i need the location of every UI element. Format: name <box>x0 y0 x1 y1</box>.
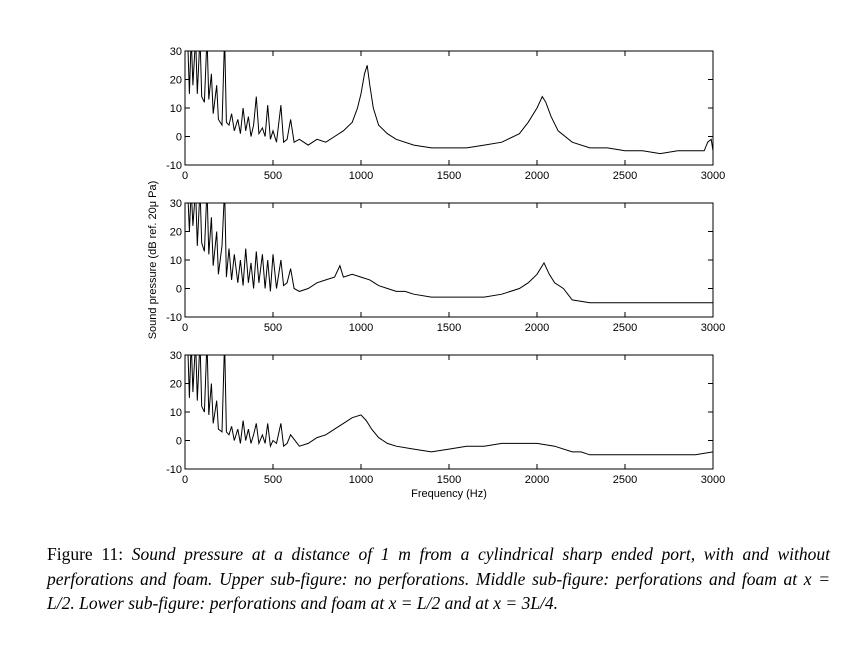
y-tick-label: 10 <box>170 255 182 267</box>
x-tick-label: 1000 <box>349 170 373 182</box>
y-tick-label: 20 <box>170 379 182 391</box>
plot-frame <box>184 50 714 166</box>
y-tick-label: 0 <box>176 284 182 296</box>
x-tick-label: 2000 <box>525 170 549 182</box>
caption-label: Figure 11: <box>47 544 124 564</box>
caption: Figure 11: Sound pressure at a distance … <box>47 542 830 616</box>
y-tick-label: 0 <box>176 436 182 448</box>
y-tick-label: 30 <box>170 350 182 362</box>
x-tick-label: 3000 <box>701 170 725 182</box>
data-line <box>185 51 713 155</box>
x-tick-label: 1500 <box>437 322 461 334</box>
y-tick-label: 30 <box>170 198 182 210</box>
x-tick-label: 0 <box>182 474 188 486</box>
x-tick-label: 1500 <box>437 474 461 486</box>
x-tick-label: 500 <box>264 322 282 334</box>
x-tick-label: 500 <box>264 474 282 486</box>
x-tick-label: 1500 <box>437 170 461 182</box>
x-tick-label: 0 <box>182 322 188 334</box>
y-tick-label: -10 <box>166 160 182 172</box>
x-tick-label: 2500 <box>613 322 637 334</box>
x-tick-label: 1000 <box>349 322 373 334</box>
y-tick-label: 10 <box>170 103 182 115</box>
x-axis-label: Frequency (Hz) <box>411 488 487 500</box>
x-tick-label: 3000 <box>701 322 725 334</box>
x-tick-label: 3000 <box>701 474 725 486</box>
caption-text: Sound pressure at a distance of 1 m from… <box>47 544 830 613</box>
x-tick-label: 2500 <box>613 474 637 486</box>
x-tick-label: 500 <box>264 170 282 182</box>
plot-frame <box>184 354 714 470</box>
x-tick-label: 2000 <box>525 322 549 334</box>
y-tick-label: 20 <box>170 227 182 239</box>
y-tick-label: 30 <box>170 46 182 58</box>
x-tick-label: 0 <box>182 170 188 182</box>
y-tick-label: -10 <box>166 312 182 324</box>
y-tick-label: 0 <box>176 132 182 144</box>
x-tick-label: 2000 <box>525 474 549 486</box>
y-tick-label: -10 <box>166 464 182 476</box>
data-line <box>185 355 713 456</box>
x-tick-label: 1000 <box>349 474 373 486</box>
data-line <box>185 203 713 304</box>
y-tick-label: 10 <box>170 407 182 419</box>
y-axis-label: Sound pressure (dB ref. 20μ Pa) <box>147 181 159 340</box>
x-tick-label: 2500 <box>613 170 637 182</box>
plot-frame <box>184 202 714 318</box>
y-tick-label: 20 <box>170 75 182 87</box>
